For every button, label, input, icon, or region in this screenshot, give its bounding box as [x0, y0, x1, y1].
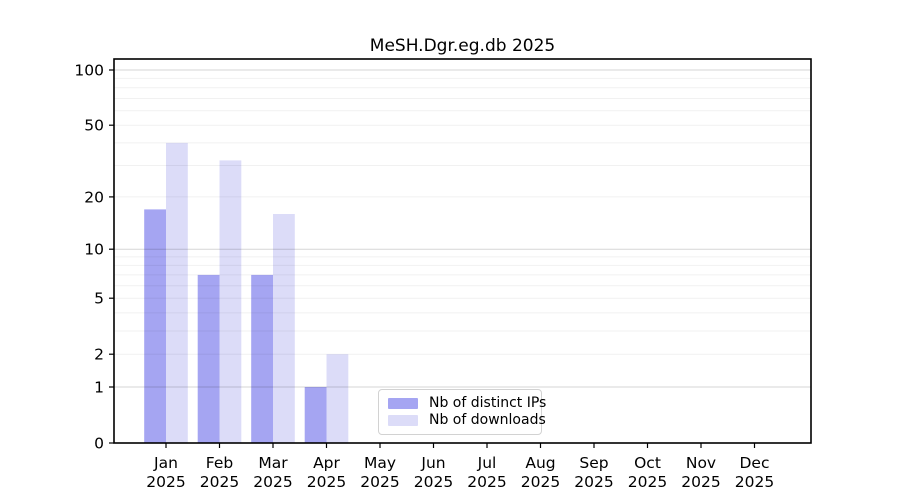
x-tick-label-year: 2025: [467, 473, 506, 491]
x-tick-label-year: 2025: [414, 473, 453, 491]
y-tick-label: 2: [94, 346, 104, 364]
legend: Nb of distinct IPs Nb of downloads: [378, 389, 546, 435]
y-tick-label: 20: [84, 188, 104, 206]
bar-distinct-ips: [144, 209, 166, 443]
legend-label-distinct-ips: Nb of distinct IPs: [429, 395, 547, 411]
x-tick-label-year: 2025: [574, 473, 613, 491]
x-tick-label-year: 2025: [735, 473, 774, 491]
x-tick-label-year: 2025: [307, 473, 346, 491]
x-tick-label-month: Mar: [258, 454, 288, 472]
y-tick-label: 10: [84, 241, 104, 259]
x-tick-label-year: 2025: [360, 473, 399, 491]
legend-swatch-distinct-ips: [388, 398, 418, 409]
chart-title: MeSH.Dgr.eg.db 2025: [369, 36, 556, 56]
x-tick-label-month: Feb: [206, 454, 233, 472]
x-tick-label-year: 2025: [521, 473, 560, 491]
x-tick-label-month: Jan: [153, 454, 178, 472]
x-tick-label-month: Aug: [525, 454, 555, 472]
y-tick-label: 50: [84, 117, 104, 135]
bar-distinct-ips: [251, 274, 273, 443]
x-tick-label-month: Jun: [420, 454, 445, 472]
x-tick-label-month: Sep: [579, 454, 608, 472]
bar-downloads: [273, 214, 295, 443]
legend-label-downloads: Nb of downloads: [429, 412, 546, 428]
bar-downloads: [166, 142, 188, 443]
y-tick-label: 5: [94, 290, 104, 308]
x-tick-label-month: Jul: [477, 454, 497, 472]
bar-distinct-ips: [304, 387, 327, 443]
x-tick-label-month: Oct: [634, 454, 661, 472]
x-tick-label-year: 2025: [200, 473, 239, 491]
x-tick-label-year: 2025: [253, 473, 292, 491]
y-tick-label: 0: [94, 435, 104, 453]
bar-distinct-ips: [197, 274, 220, 443]
x-tick-label-month: Nov: [686, 454, 716, 472]
bar-downloads: [219, 160, 242, 443]
y-tick-label: 1: [94, 379, 104, 397]
x-tick-label-month: Apr: [313, 454, 340, 472]
x-tick-label-month: May: [364, 454, 396, 472]
y-tick-label: 100: [74, 62, 104, 80]
bar-downloads: [326, 354, 349, 443]
x-tick-label-year: 2025: [146, 473, 185, 491]
x-tick-label-year: 2025: [681, 473, 720, 491]
x-tick-label-year: 2025: [628, 473, 667, 491]
x-tick-label-month: Dec: [740, 454, 770, 472]
legend-swatch-downloads: [388, 415, 418, 426]
legend-item-distinct-ips: Nb of distinct IPs: [388, 396, 546, 411]
axes-frame: [113, 58, 812, 444]
legend-item-downloads: Nb of downloads: [388, 413, 546, 428]
